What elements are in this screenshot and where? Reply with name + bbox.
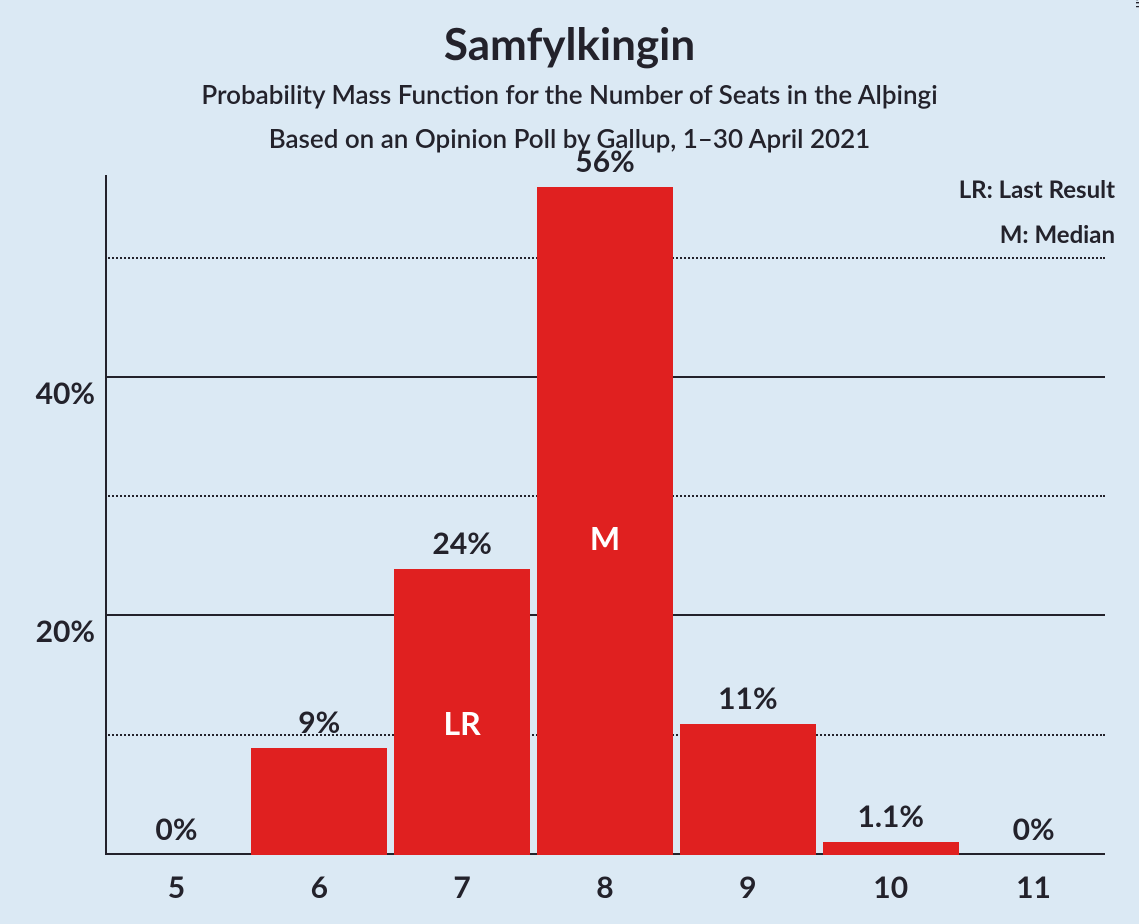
bar-inner-label: M (590, 518, 620, 557)
bar-slot: 56%M8 (534, 175, 677, 855)
bar-slot: 9%6 (248, 175, 391, 855)
x-tick-label: 11 (1016, 855, 1051, 905)
x-tick-label: 7 (453, 855, 470, 905)
y-tick-label: 20% (36, 613, 105, 649)
bar-value-label: 24% (432, 525, 491, 561)
bar-value-label: 11% (718, 680, 777, 716)
bar-inner-label: LR (444, 703, 481, 742)
x-tick-label: 5 (168, 855, 185, 905)
x-tick-label: 10 (873, 855, 908, 905)
y-tick-label: 40% (36, 375, 105, 411)
chart-subtitle-2: Based on an Opinion Poll by Gallup, 1–30… (0, 122, 1139, 154)
x-tick-label: 8 (596, 855, 613, 905)
bar-slot: 11%9 (676, 175, 819, 855)
bar (680, 724, 816, 855)
chart-subtitle-1: Probability Mass Function for the Number… (0, 78, 1139, 110)
chart-container: Samfylkingin Probability Mass Function f… (0, 0, 1139, 924)
bar-value-label: 56% (575, 143, 634, 179)
plot-area: 20%40%0%59%624%LR756%M811%91.1%100%11 (105, 175, 1105, 855)
bar-slot: 0%5 (105, 175, 248, 855)
x-tick-label: 9 (739, 855, 756, 905)
bar-slot: 1.1%10 (819, 175, 962, 855)
bar-slot: 24%LR7 (391, 175, 534, 855)
copyright-text: © 2021 Filip van Laenen (1133, 0, 1139, 8)
bar-value-label: 9% (298, 704, 340, 740)
bar-value-label: 1.1% (857, 798, 924, 834)
bar-value-label: 0% (1013, 811, 1055, 847)
x-tick-label: 6 (311, 855, 328, 905)
legend-line: LR: Last Result (959, 175, 1115, 204)
bar-slot: 0%11 (962, 175, 1105, 855)
bar-value-label: 0% (155, 811, 197, 847)
legend-line: M: Median (959, 220, 1115, 249)
chart-title: Samfylkingin (0, 18, 1139, 70)
bar (251, 748, 387, 855)
legend: LR: Last Result M: Median (959, 175, 1115, 249)
bar (823, 842, 959, 855)
